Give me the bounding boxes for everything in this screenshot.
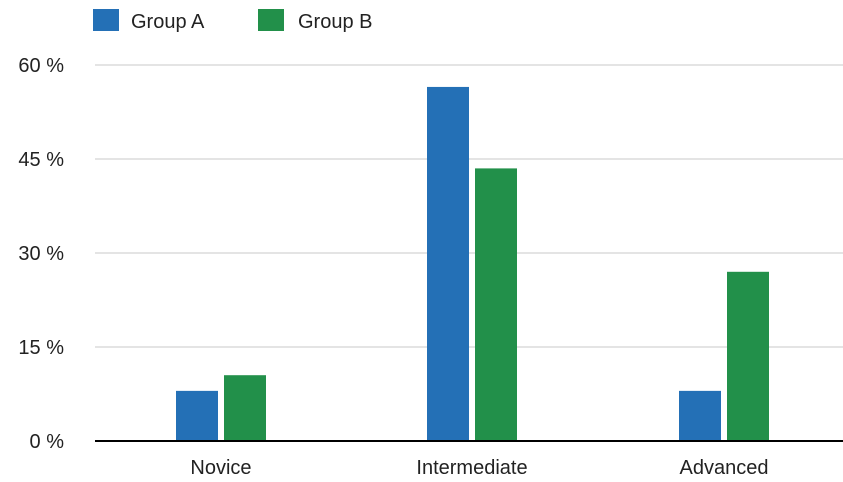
x-tick-label: Novice xyxy=(190,457,251,479)
bars xyxy=(176,86,769,441)
bar-group-b-advanced xyxy=(727,271,769,441)
x-tick-label: Advanced xyxy=(680,457,769,479)
y-tick-label: 15 % xyxy=(18,337,64,359)
y-tick-label: 60 % xyxy=(18,55,64,77)
y-tick-label: 45 % xyxy=(18,149,64,171)
y-tick-label: 30 % xyxy=(18,243,64,265)
x-tick-label: Intermediate xyxy=(416,457,527,479)
bar-group-b-intermediate xyxy=(475,168,517,441)
legend-label: Group B xyxy=(298,11,372,33)
y-axis: 0 % 15 % 30 % 45 % 60 % xyxy=(18,55,64,453)
bar-group-a-novice xyxy=(176,390,218,441)
legend-swatch xyxy=(93,9,119,31)
bar-group-a-intermediate xyxy=(427,86,469,441)
legend-swatch xyxy=(258,9,284,31)
y-tick-label: 0 % xyxy=(30,431,65,453)
bar-group-a-advanced xyxy=(679,390,721,441)
legend-label: Group A xyxy=(131,11,205,33)
legend: Group A Group B xyxy=(93,9,372,33)
x-axis: Novice Intermediate Advanced xyxy=(95,440,843,479)
bar-group-b-novice xyxy=(224,375,266,441)
